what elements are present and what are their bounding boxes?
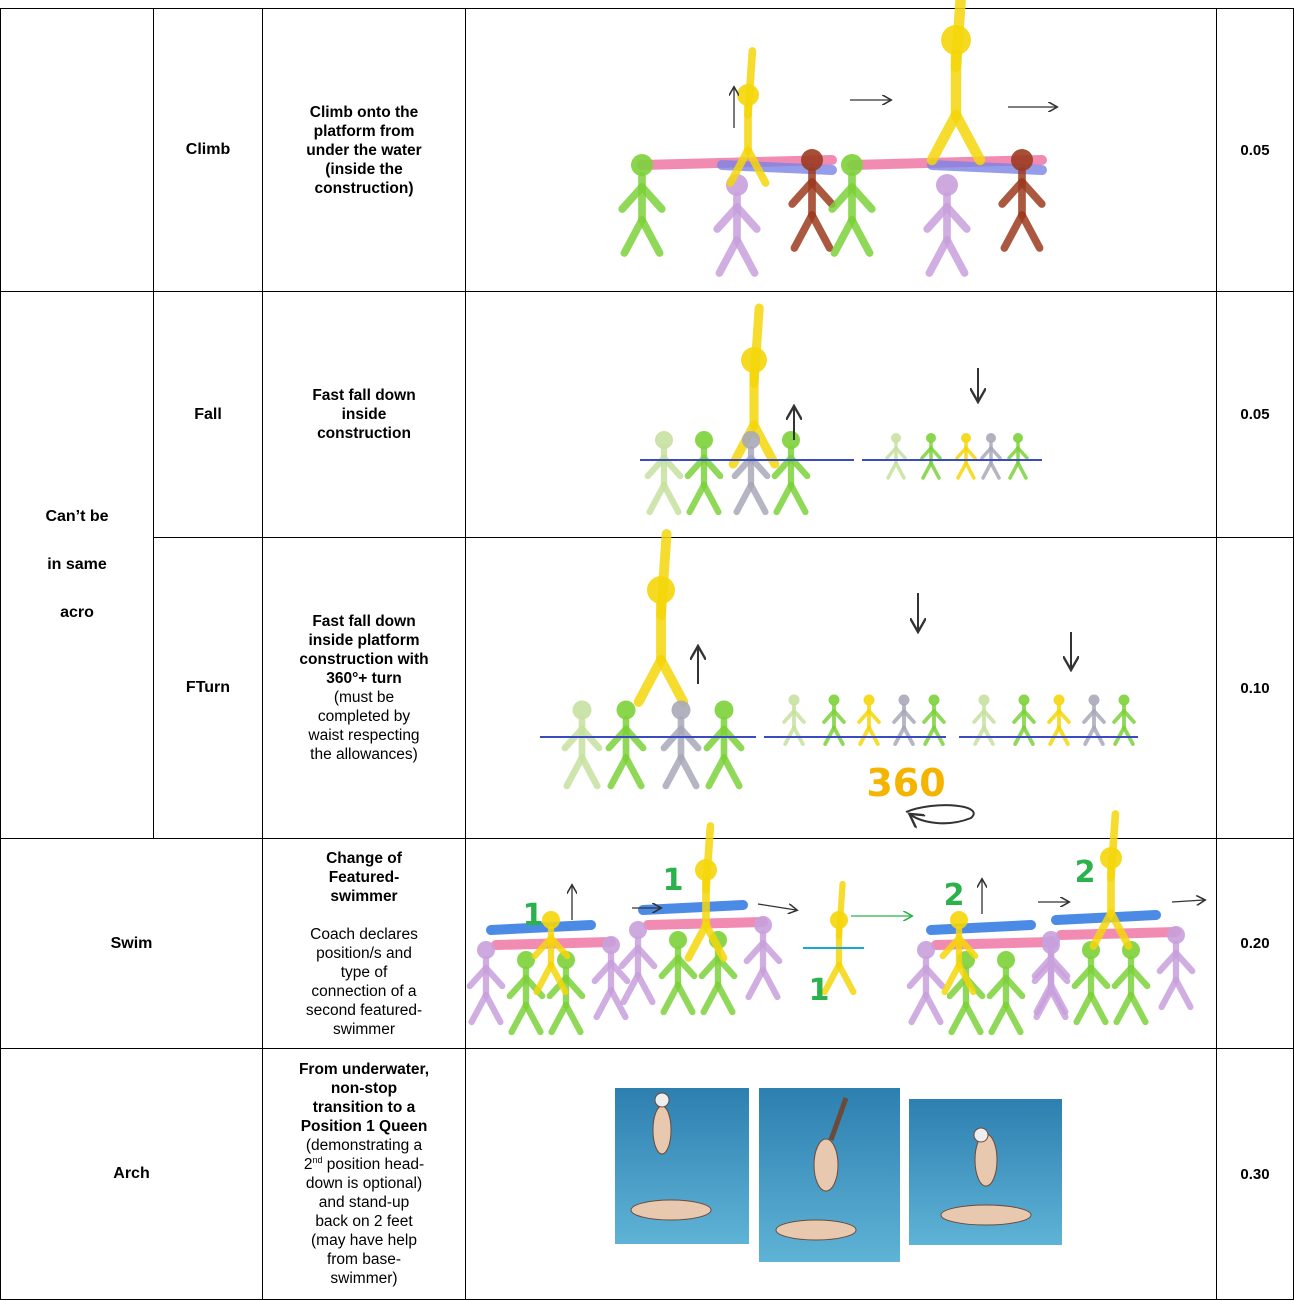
note-line: type of xyxy=(340,963,388,981)
note-line: 2nd position head- xyxy=(269,1155,459,1174)
element-name: Swim xyxy=(0,838,263,1049)
note-line: Coach declares xyxy=(310,925,418,943)
note-line: and stand-up xyxy=(318,1194,410,1211)
description-line: construction) xyxy=(314,179,414,197)
note-line: the allowances) xyxy=(310,746,418,763)
description-line: inside xyxy=(341,406,387,423)
description-cell: Fast fall down inside platform construct… xyxy=(262,537,466,839)
value: 0.05 xyxy=(1216,8,1294,292)
element-name: Climb xyxy=(153,8,263,292)
element-name: Arch xyxy=(0,1048,263,1300)
figure-label: 1 xyxy=(663,863,684,898)
description-line: Fast fall down xyxy=(312,387,416,404)
value: 0.10 xyxy=(1216,537,1294,839)
description-line: Position 1 Queen xyxy=(300,1118,428,1135)
figure-label: 1 xyxy=(523,898,544,933)
illustrations: 360 1 1 1 2 2 xyxy=(466,0,1216,1262)
note-text: position head- xyxy=(322,1156,425,1173)
description-line: Fast fall down xyxy=(312,613,416,630)
figure-label: 1 xyxy=(809,973,830,1008)
note-line: swimmer) xyxy=(330,1270,398,1287)
group-line: in same xyxy=(47,556,107,573)
figure-label: 2 xyxy=(1075,855,1096,890)
group-line: Can’t be xyxy=(45,508,109,525)
description-line: Climb onto the xyxy=(309,103,419,121)
description-line: inside platform xyxy=(308,632,420,649)
description-line: construction with xyxy=(299,651,429,668)
note-line: second featured- xyxy=(305,1001,423,1019)
group-cell: Can’t be in same acro xyxy=(0,291,154,839)
superscript: nd xyxy=(312,1154,323,1165)
note-line: (must be xyxy=(333,689,395,706)
description-cell: Climb onto the platform from under the w… xyxy=(262,8,466,292)
description-line: non-stop xyxy=(330,1080,398,1097)
note-line: connection of a xyxy=(311,982,417,1000)
description-line: Featured- xyxy=(328,868,400,886)
description-cell: Change of Featured- swimmer Coach declar… xyxy=(262,838,466,1049)
figure-label: 2 xyxy=(944,878,965,913)
note-line: back on 2 feet xyxy=(315,1213,413,1230)
description-line: (inside the xyxy=(325,160,403,178)
description-line: transition to a xyxy=(312,1099,416,1116)
note-line: (may have help xyxy=(311,1232,417,1249)
group-line: acro xyxy=(60,604,94,621)
description-line: From underwater, xyxy=(298,1061,430,1078)
note-line: completed by xyxy=(317,708,411,725)
note-line: waist respecting xyxy=(308,727,420,744)
note-line: down is optional) xyxy=(305,1175,423,1192)
description-line: 360°+ turn xyxy=(326,670,402,687)
empty-cell xyxy=(0,8,154,292)
note-text: 2 xyxy=(303,1156,313,1173)
note-line: from base- xyxy=(326,1251,402,1268)
note-line: position/s and xyxy=(316,944,412,962)
description-line: platform from xyxy=(313,122,415,140)
description-line: under the water xyxy=(306,141,422,159)
note-line: swimmer xyxy=(333,1020,395,1038)
element-name: Fall xyxy=(153,291,263,538)
description-cell: From underwater, non-stop transition to … xyxy=(262,1048,466,1300)
value: 0.05 xyxy=(1216,291,1294,538)
value: 0.20 xyxy=(1216,838,1294,1049)
figure-label: 360 xyxy=(866,761,945,805)
description-line: swimmer xyxy=(330,887,398,905)
description-cell: Fast fall down inside construction xyxy=(262,291,466,538)
element-name: FTurn xyxy=(153,537,263,839)
value: 0.30 xyxy=(1216,1048,1294,1300)
description-line: construction xyxy=(317,425,411,442)
description-line: Change of xyxy=(326,849,402,867)
note-line: (demonstrating a xyxy=(305,1137,423,1154)
photos xyxy=(615,1088,1062,1262)
